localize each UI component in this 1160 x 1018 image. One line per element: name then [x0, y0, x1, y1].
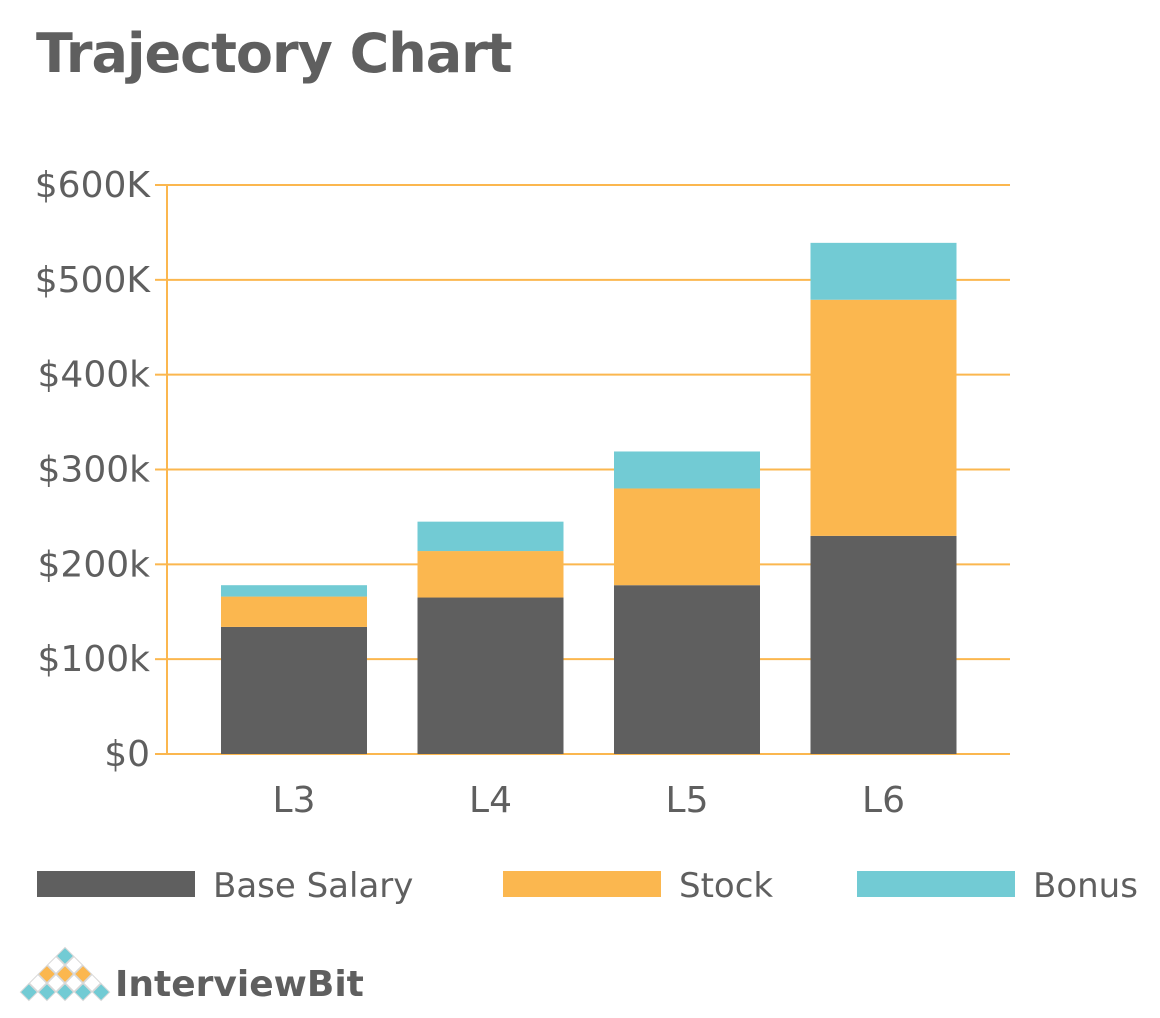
logo-diamond	[55, 982, 75, 1002]
chart-title: Trajectory Chart	[36, 22, 513, 85]
bar-base-salary-l4	[417, 597, 564, 754]
legend-label: Stock	[679, 866, 773, 906]
bar-bonus-l5	[614, 451, 760, 489]
logo-diamond	[55, 946, 75, 966]
y-tick-label: $300k	[38, 450, 151, 491]
bar-stock-l3	[221, 596, 367, 627]
logo-diamond	[73, 982, 93, 1002]
x-tick-label: L6	[862, 780, 905, 821]
y-tick-label: $0	[104, 734, 150, 775]
bar-stock-l5	[614, 488, 760, 586]
bar-bonus-l3	[221, 585, 367, 597]
logo-diamond	[73, 964, 93, 984]
y-tick-label: $500K	[35, 260, 152, 301]
legend-swatch	[857, 871, 1015, 897]
y-tick-label: $100k	[38, 639, 151, 680]
logo-diamond	[91, 982, 111, 1002]
legend-swatch	[503, 871, 661, 897]
bar-bonus-l4	[417, 521, 564, 552]
logo-diamond	[19, 982, 39, 1002]
brand-logo-text: InterviewBit	[115, 964, 364, 1005]
logo-diamond	[46, 973, 66, 993]
logo-diamond	[28, 973, 48, 993]
logo-diamond	[37, 982, 57, 1002]
bar-base-salary-l6	[810, 535, 957, 754]
logo-diamond	[37, 964, 57, 984]
legend-label: Base Salary	[213, 866, 413, 906]
y-tick-label: $200k	[38, 544, 151, 585]
logo-diamond	[64, 973, 84, 993]
x-tick-label: L3	[273, 780, 316, 821]
x-tick-label: L5	[666, 780, 709, 821]
x-tick-label: L4	[469, 780, 512, 821]
legend-swatch	[37, 871, 195, 897]
bar-base-salary-l3	[221, 626, 367, 754]
logo-diamond	[46, 955, 66, 975]
bar-base-salary-l5	[614, 585, 760, 754]
logo-diamond	[55, 964, 75, 984]
bar-stock-l6	[810, 299, 957, 536]
y-tick-label: $400k	[38, 355, 151, 396]
legend-label: Bonus	[1033, 866, 1138, 906]
logo-diamond	[64, 955, 84, 975]
bar-bonus-l6	[810, 242, 957, 300]
logo-diamond	[82, 973, 102, 993]
bar-stock-l4	[417, 551, 564, 598]
y-tick-label: $600K	[35, 165, 152, 206]
